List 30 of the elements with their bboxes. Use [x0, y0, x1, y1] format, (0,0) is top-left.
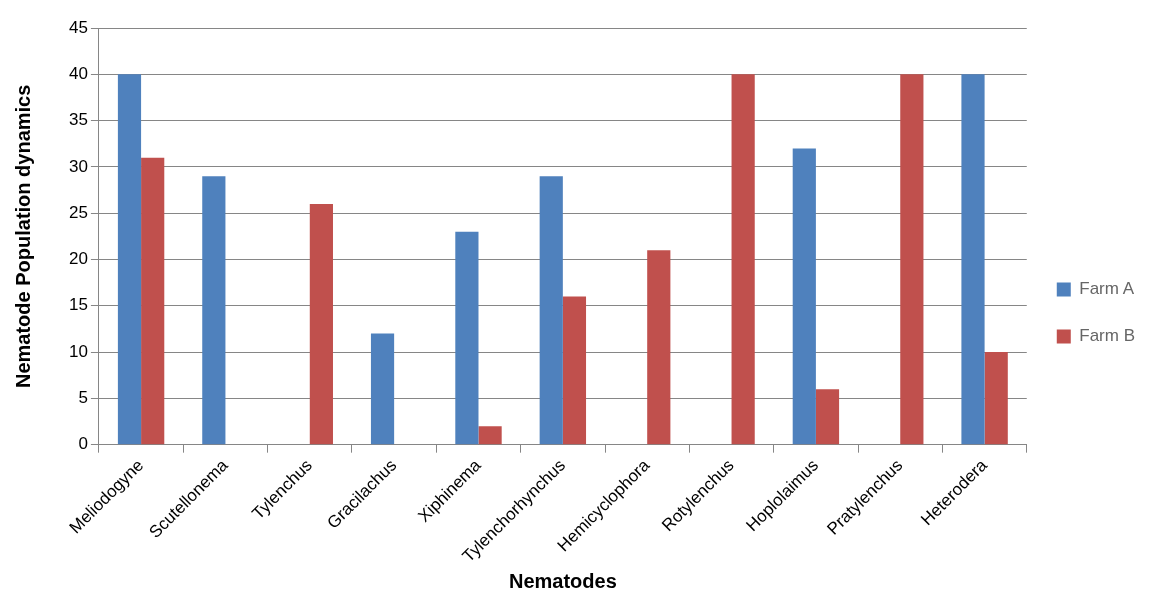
bar: [961, 74, 985, 445]
y-tick-label: 15: [68, 295, 88, 315]
legend-label: Farm A: [1079, 279, 1135, 299]
bar: [141, 157, 165, 445]
bar: [370, 333, 395, 445]
x-axis-title: Nematodes: [508, 569, 617, 592]
bar: [539, 176, 563, 445]
bar: [455, 231, 479, 445]
legend-label: Farm B: [1079, 326, 1136, 346]
bar: [731, 74, 755, 445]
bar: [984, 352, 1008, 445]
bar: [900, 74, 924, 445]
y-tick-label: 10: [68, 341, 88, 361]
bar: [202, 176, 226, 445]
y-tick-label: 40: [68, 63, 88, 83]
y-tick-label: 0: [78, 434, 88, 454]
y-tick-label: 45: [68, 17, 88, 37]
bar: [562, 296, 587, 445]
y-tick-label: 25: [68, 202, 88, 222]
bar: [309, 203, 333, 445]
bar: [647, 250, 671, 445]
bar: [792, 148, 816, 445]
bar: [117, 74, 142, 445]
y-tick-label: 5: [78, 388, 88, 408]
y-axis-title: Nematode Population dynamics: [11, 84, 34, 389]
bar: [478, 426, 502, 445]
y-tick-label: 35: [68, 110, 88, 130]
bar: [815, 389, 840, 445]
y-tick-label: 30: [68, 156, 88, 176]
y-tick-label: 20: [68, 249, 88, 269]
